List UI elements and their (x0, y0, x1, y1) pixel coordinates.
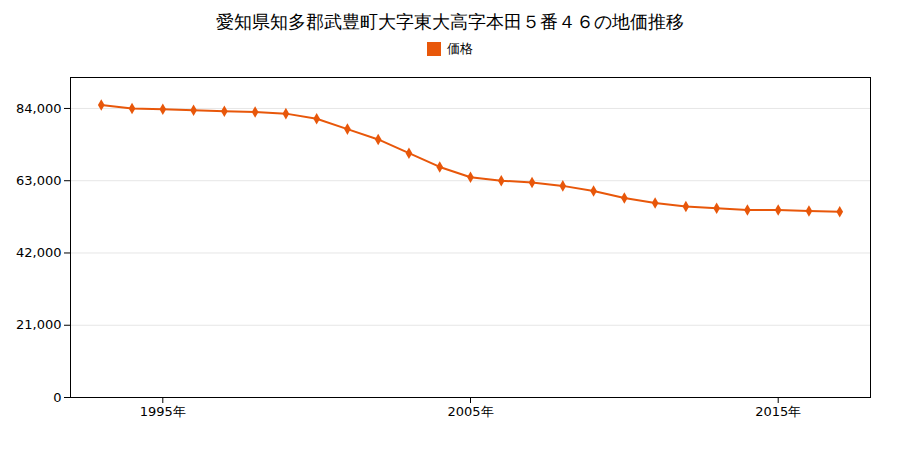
svg-text:0: 0 (53, 390, 61, 405)
svg-text:63,000: 63,000 (16, 173, 62, 188)
svg-text:84,000: 84,000 (16, 101, 62, 116)
svg-text:2015年: 2015年 (755, 404, 801, 419)
svg-text:1995年: 1995年 (140, 404, 186, 419)
html-text:愛知県知多郡武豊町大字東大高字本田５番４６の地価推移: 愛知県知多郡武豊町大字東大高字本田５番４６の地価推移 (216, 11, 684, 32)
html-text:価格: 価格 (447, 41, 473, 56)
svg-text:21,000: 21,000 (16, 317, 62, 332)
svg-text:42,000: 42,000 (16, 245, 62, 260)
svg-text:2005年: 2005年 (447, 404, 493, 419)
